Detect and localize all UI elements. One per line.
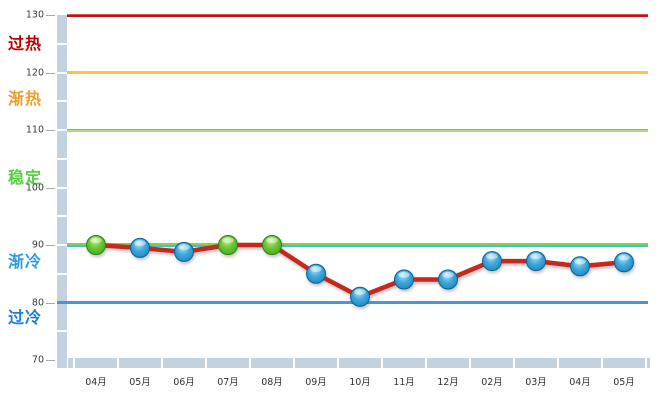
y-axis-gap (57, 100, 67, 103)
y-axis-gap (57, 129, 67, 131)
threshold-line (67, 70, 648, 75)
data-point-marker[interactable] (614, 252, 634, 273)
x-tick-label: 06月 (173, 377, 195, 388)
y-tick-label: 90 (31, 239, 44, 251)
x-tick-label: 07月 (217, 377, 239, 388)
x-axis-gap (425, 358, 427, 368)
marker-gloss-highlight (530, 253, 542, 260)
zone-label: 稳定 (8, 168, 43, 187)
x-tick-label: 05月 (613, 377, 635, 388)
y-tick-mark (46, 130, 55, 131)
threshold-layer (67, 71, 648, 75)
marker-gloss-highlight (90, 237, 102, 244)
y-tick-mark (46, 15, 55, 16)
y-axis-gap (57, 244, 67, 246)
y-tick-mark (46, 245, 55, 246)
y-axis-gap (57, 157, 67, 160)
threshold-layer (67, 128, 648, 130)
x-axis-gap (601, 358, 603, 368)
marker-gloss-highlight (222, 237, 234, 244)
x-tick-label: 03月 (525, 377, 547, 388)
marker-gloss-highlight (618, 254, 630, 261)
marker-gloss-highlight (310, 265, 322, 272)
data-point-marker[interactable] (526, 251, 546, 272)
data-point-marker[interactable] (130, 237, 150, 258)
x-tick-label: 09月 (305, 377, 327, 388)
x-axis-bar (68, 358, 650, 368)
x-tick-label: 02月 (481, 377, 503, 388)
threshold-line (67, 243, 648, 247)
x-axis-gap (161, 358, 163, 368)
y-tick-mark (46, 302, 55, 304)
y-axis-gap (57, 71, 67, 74)
x-axis-gap (469, 358, 471, 368)
y-tick-label: 110 (25, 124, 44, 136)
x-tick-label: 11月 (393, 377, 415, 388)
data-point-marker[interactable] (218, 235, 238, 255)
y-axis-gap (57, 42, 67, 45)
marker-gloss-highlight (486, 253, 498, 260)
data-point-marker[interactable] (262, 235, 282, 255)
x-tick-label: 05月 (129, 377, 151, 388)
threshold-layer (67, 245, 648, 247)
x-axis-gap (293, 358, 295, 368)
data-point-marker[interactable] (350, 286, 370, 307)
y-tick-mark (46, 72, 55, 74)
threshold-layer (67, 14, 648, 17)
threshold-line (67, 13, 648, 17)
zone-label: 过热 (8, 34, 43, 54)
marker-gloss-highlight (134, 240, 146, 247)
x-tick-label: 04月 (85, 377, 107, 388)
zone-label: 渐冷 (8, 251, 43, 271)
zone-label: 渐热 (8, 89, 43, 109)
data-point-marker[interactable] (438, 269, 458, 290)
data-point-marker[interactable] (174, 241, 194, 262)
y-tick-label: 120 (25, 67, 44, 78)
data-series (86, 235, 634, 307)
x-axis-gap (337, 358, 339, 368)
y-tick-label: 130 (25, 9, 44, 21)
x-axis-gap (205, 358, 207, 368)
y-tick-mark (46, 187, 55, 189)
y-axis-bar (57, 15, 67, 368)
zone-label: 过冷 (8, 307, 43, 327)
data-point-marker[interactable] (570, 256, 590, 277)
y-tick-label: 70 (31, 354, 44, 366)
y-axis-gap (57, 272, 67, 275)
marker-gloss-highlight (574, 258, 586, 265)
marker-gloss-highlight (178, 244, 190, 251)
x-axis-gap (249, 358, 251, 368)
threshold-layer (67, 130, 648, 132)
y-tick-mark (46, 360, 55, 361)
x-axis-gap (117, 358, 119, 368)
data-point-marker[interactable] (394, 269, 414, 290)
marker-gloss-highlight (398, 271, 410, 278)
marker-gloss-highlight (442, 271, 454, 278)
data-point-marker[interactable] (86, 235, 106, 255)
y-axis-gap (57, 215, 67, 218)
data-point-marker[interactable] (482, 251, 502, 272)
data-point-marker[interactable] (306, 263, 326, 284)
y-tick-label: 100 (25, 182, 44, 193)
x-tick-label: 10月 (349, 377, 371, 388)
threshold-layer (67, 243, 648, 245)
x-tick-label: 04月 (569, 377, 591, 388)
y-tick-label: 80 (31, 297, 44, 308)
x-axis-gap (513, 358, 515, 368)
marker-gloss-highlight (266, 237, 278, 244)
threshold-layer (67, 13, 648, 15)
x-axis-gap (645, 358, 647, 368)
marker-gloss-highlight (354, 288, 366, 295)
threshold-line (67, 128, 648, 132)
x-axis-gap (73, 358, 75, 368)
x-tick-label: 12月 (437, 377, 459, 388)
y-axis-gap (57, 330, 67, 333)
x-axis-gap (557, 358, 559, 368)
x-axis-gap (381, 358, 383, 368)
x-tick-label: 08月 (261, 377, 283, 388)
y-axis-gap (57, 186, 67, 189)
threshold-layer (67, 70, 648, 72)
